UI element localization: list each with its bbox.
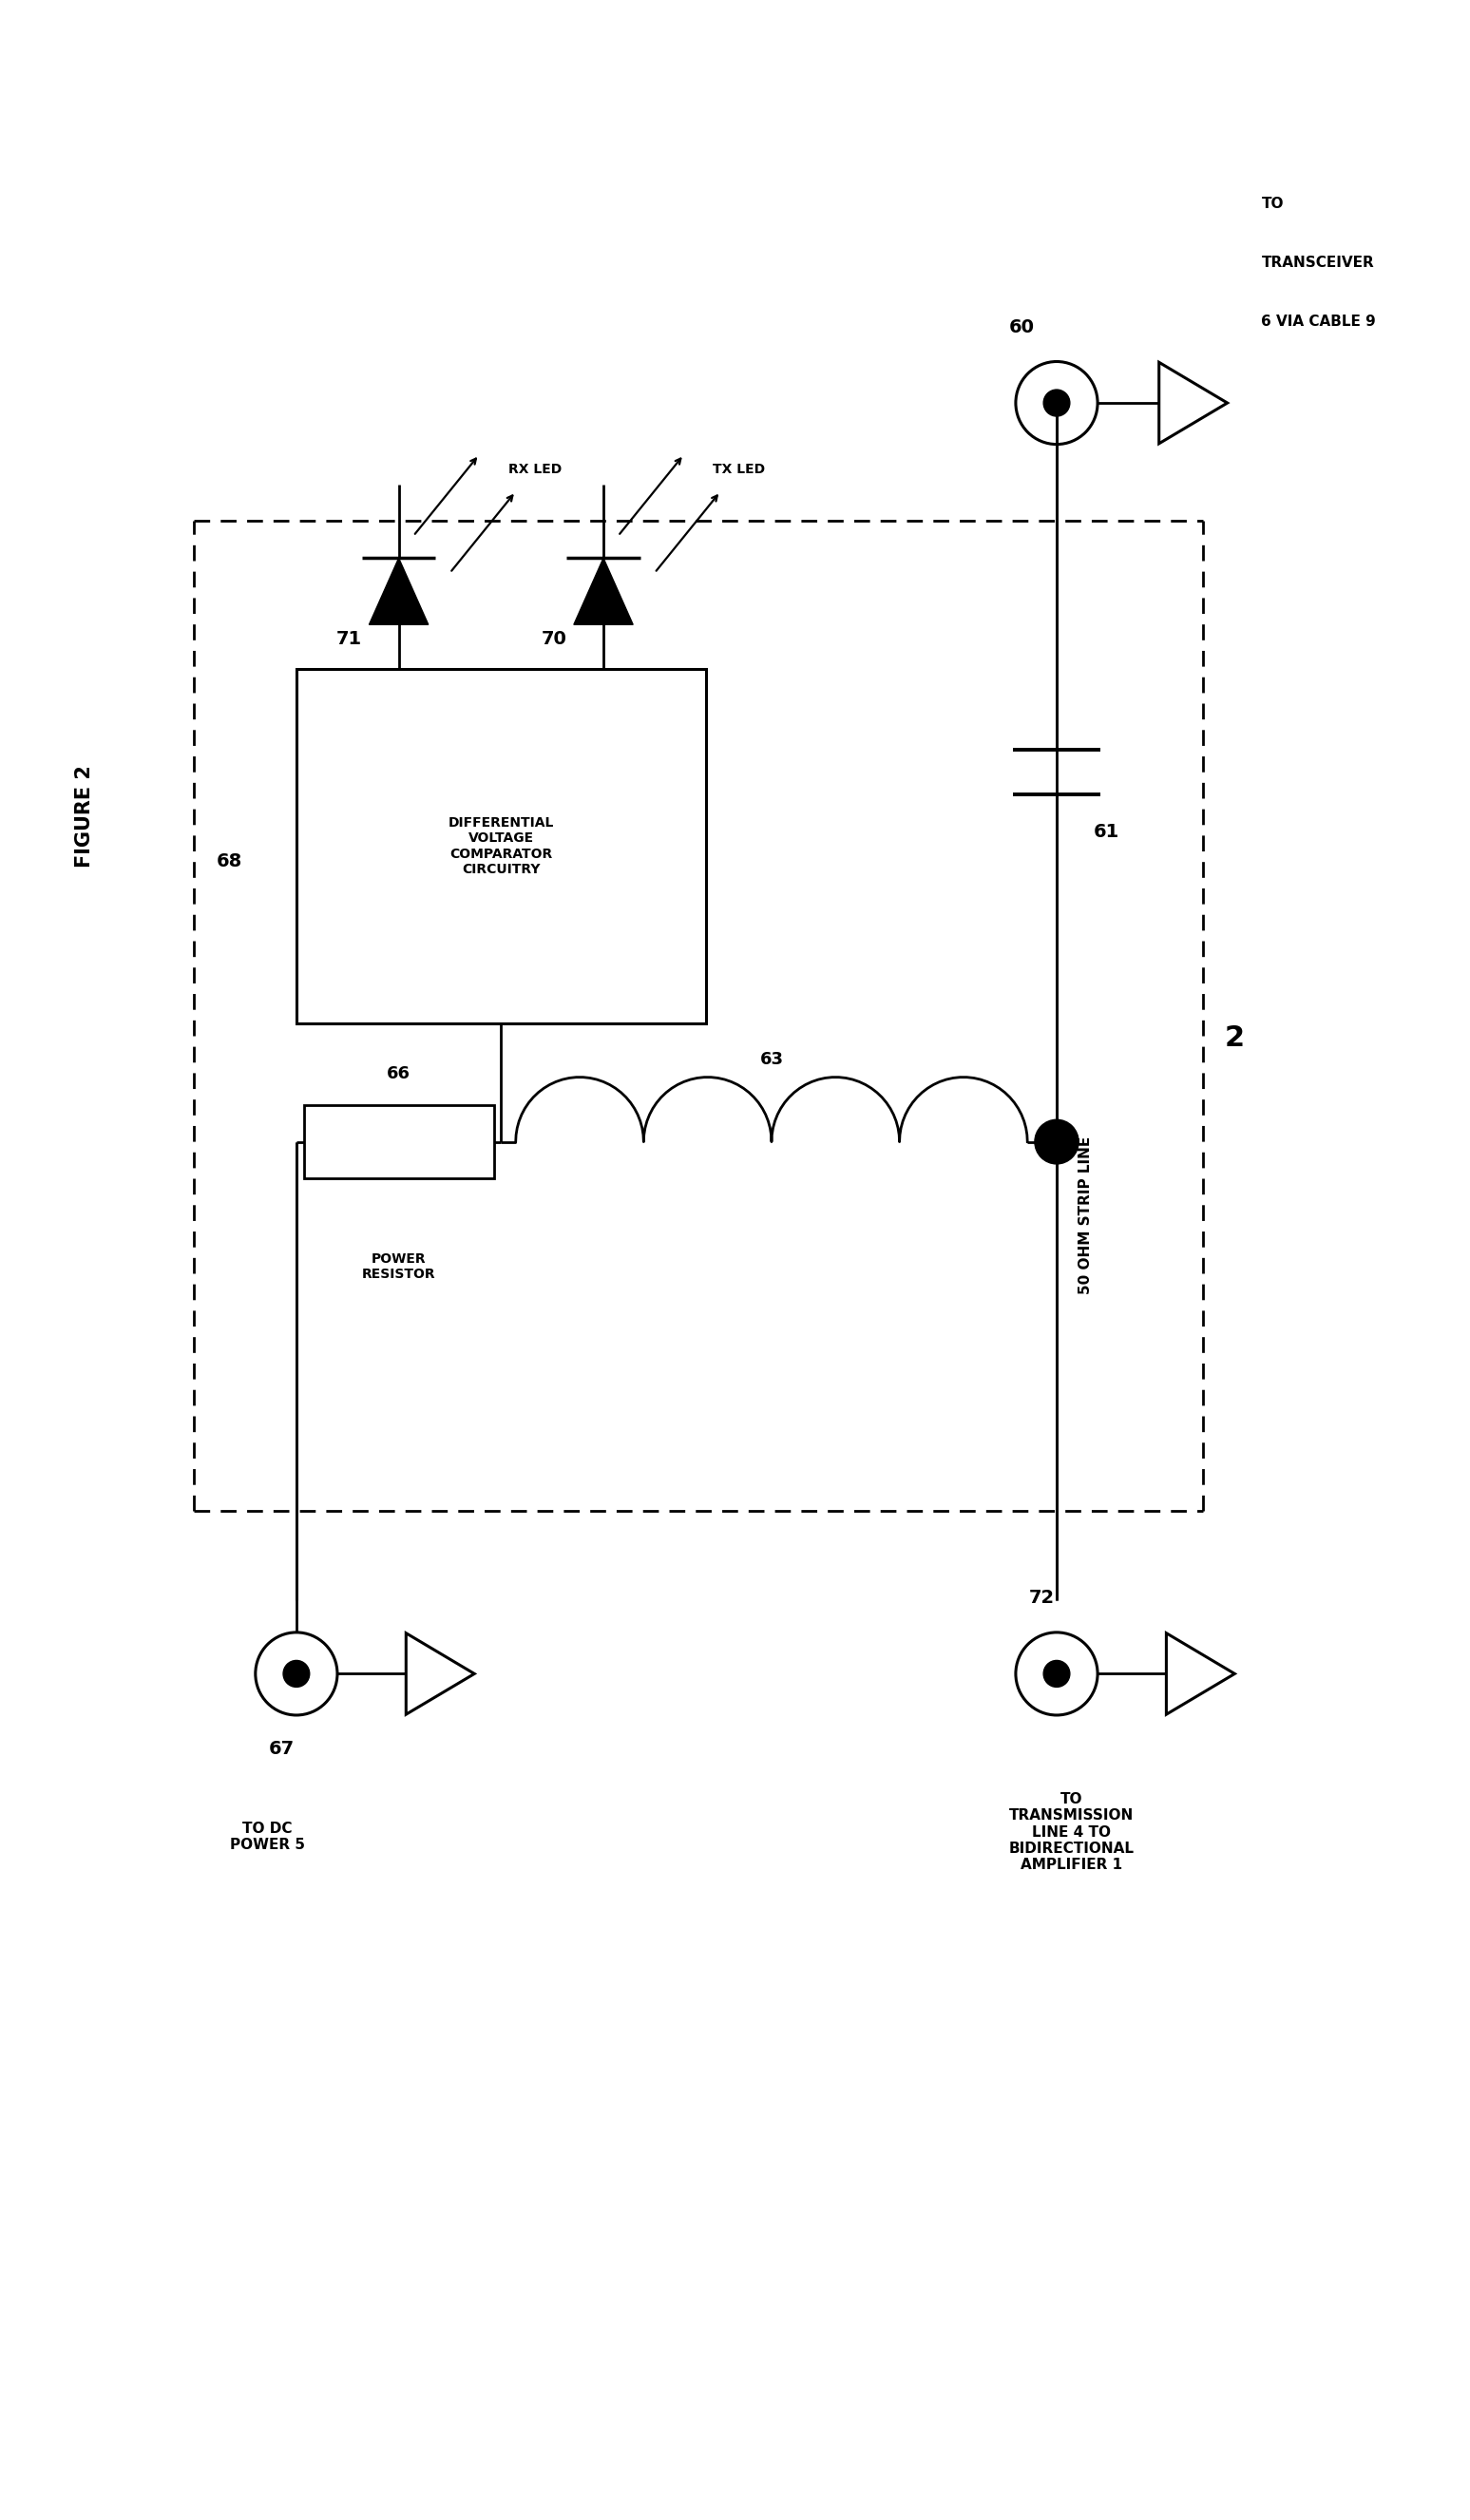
Text: TO: TO: [1261, 197, 1283, 212]
Circle shape: [1035, 1119, 1079, 1164]
Circle shape: [284, 1661, 310, 1686]
Text: 6 VIA CABLE 9: 6 VIA CABLE 9: [1261, 315, 1376, 330]
Text: DIFFERENTIAL
VOLTAGE
COMPARATOR
CIRCUITRY: DIFFERENTIAL VOLTAGE COMPARATOR CIRCUITR…: [448, 816, 554, 877]
Bar: [304, 1104, 494, 1179]
Polygon shape: [369, 557, 428, 625]
Text: TO DC
POWER 5: TO DC POWER 5: [229, 1822, 304, 1852]
Text: TO
TRANSMISSION
LINE 4 TO
BIDIRECTIONAL
AMPLIFIER 1: TO TRANSMISSION LINE 4 TO BIDIRECTIONAL …: [1008, 1792, 1133, 1872]
Text: 68: 68: [216, 852, 243, 869]
Text: RX LED: RX LED: [509, 464, 562, 476]
Text: 2: 2: [1225, 1026, 1245, 1053]
Text: 67: 67: [269, 1741, 294, 1759]
Text: 71: 71: [337, 630, 362, 648]
Text: 60: 60: [1008, 318, 1035, 338]
Text: 50 OHM STRIP LINE: 50 OHM STRIP LINE: [1079, 1137, 1092, 1295]
Polygon shape: [573, 557, 634, 625]
Text: 70: 70: [541, 630, 567, 648]
Text: 72: 72: [1029, 1590, 1055, 1608]
Text: TRANSCEIVER: TRANSCEIVER: [1261, 255, 1374, 270]
Text: FIGURE 2: FIGURE 2: [75, 766, 94, 867]
Text: 61: 61: [1094, 822, 1119, 842]
Text: 63: 63: [760, 1051, 784, 1068]
Text: TX LED: TX LED: [713, 464, 766, 476]
Bar: [297, 668, 706, 1023]
Text: 66: 66: [387, 1066, 410, 1084]
Circle shape: [1044, 1661, 1070, 1686]
Circle shape: [1044, 391, 1070, 416]
Text: POWER
RESISTOR: POWER RESISTOR: [362, 1252, 435, 1280]
